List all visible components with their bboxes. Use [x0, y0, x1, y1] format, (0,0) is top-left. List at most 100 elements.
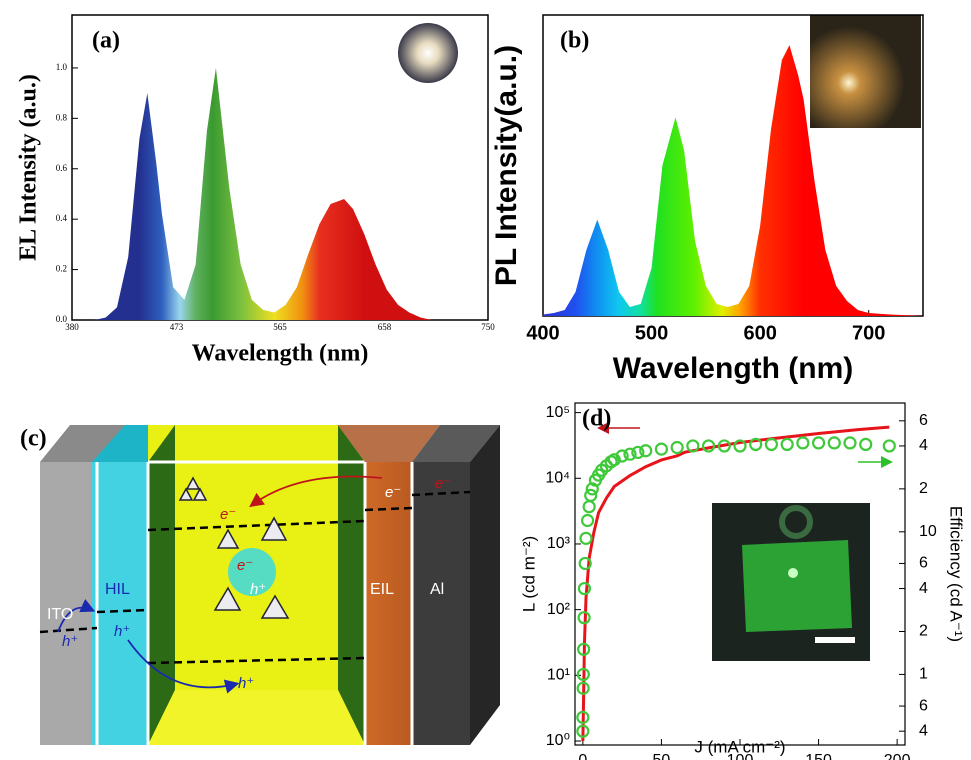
- data-point: [579, 531, 593, 545]
- data-point: [749, 437, 763, 452]
- x-axis-label: Wavelength (nm): [192, 341, 369, 367]
- data-point: [577, 581, 592, 596]
- data-point: [717, 439, 731, 453]
- x-tick-label: 100: [727, 752, 754, 760]
- data-point: [733, 439, 747, 453]
- x-tick-label: 200: [884, 752, 911, 760]
- inset-photo: [712, 503, 870, 661]
- x-tick-label: 700: [852, 322, 885, 344]
- data-point: [780, 437, 794, 452]
- y-tick-label: 0.0: [56, 314, 68, 324]
- y-tick-label: 1.0: [56, 62, 68, 72]
- data-point: [843, 436, 857, 450]
- data-point: [576, 710, 590, 724]
- carrier-labels: e⁻ e⁻ e⁻ e⁻ h⁺ h⁺ h⁺ h⁺: [62, 475, 451, 692]
- y-tick-label: 10⁰: [546, 732, 570, 749]
- data-point: [639, 444, 653, 458]
- data-point: [576, 724, 590, 738]
- emitter-right-wall: [338, 425, 365, 745]
- carrier-label: e⁻: [385, 484, 401, 501]
- y2-tick-label: 1: [919, 666, 928, 683]
- x-tick-label: 50: [653, 752, 671, 760]
- y-axis-label: EL Intensity (a.u.): [16, 74, 42, 261]
- data-point: [582, 500, 596, 514]
- y-tick-label: 10³: [547, 535, 571, 552]
- y2-tick-label: 4: [919, 580, 928, 597]
- data-point: [654, 442, 669, 456]
- inset-photo: [398, 23, 458, 83]
- carrier-label: h⁺: [250, 581, 266, 598]
- nanocrystals: [178, 476, 290, 619]
- y2-tick-label: 6: [919, 555, 928, 572]
- inset-photo: [810, 15, 921, 128]
- y-tick-label: 10²: [547, 601, 571, 618]
- layer-label: HIL: [105, 581, 130, 598]
- y-tick-label: 10¹: [547, 667, 570, 684]
- y-axis-label: PL Intensity(a.u.): [490, 45, 523, 286]
- carrier-label: h⁺: [114, 623, 130, 640]
- panel-label: (c): [20, 426, 47, 452]
- panel-label: (b): [560, 28, 589, 54]
- emitter-left-wall: [148, 425, 175, 745]
- device-diagram: ITO HIL EIL Al e⁻ e⁻ e⁻ e⁻ h⁺ h⁺ h⁺ h⁺ (…: [20, 425, 500, 745]
- x-tick-label: 500: [635, 322, 668, 344]
- data-point: [576, 681, 590, 695]
- emitter-floor: [148, 690, 365, 745]
- layer-label: EIL: [370, 581, 394, 598]
- y-axis-label: L (cd m⁻²): [519, 536, 538, 612]
- carrier-label: e⁻: [237, 557, 253, 574]
- x-tick-label: 750: [481, 322, 495, 332]
- hil-layer: [92, 462, 148, 745]
- y-tick-label: 0.4: [56, 213, 68, 223]
- data-point: [882, 439, 896, 453]
- ito-layer: [40, 462, 97, 745]
- y-tick-label: 10⁴: [545, 470, 570, 487]
- data-point: [577, 611, 591, 625]
- layer-label: ITO: [47, 606, 73, 623]
- spectrum-area: [543, 45, 923, 316]
- layer-label: Al: [430, 581, 444, 598]
- ito-top: [40, 425, 130, 462]
- data-point: [859, 437, 873, 452]
- exciton: [228, 548, 276, 596]
- data-point: [576, 667, 590, 682]
- data-point: [764, 437, 779, 452]
- data-point: [577, 642, 591, 656]
- carrier-label: e⁻: [220, 506, 236, 523]
- data-point: [686, 439, 700, 453]
- y2-tick-label: 4: [919, 722, 928, 739]
- y2-tick-label: 2: [919, 480, 928, 497]
- y-tick-label: 0.8: [56, 112, 68, 122]
- hole-path: [57, 598, 96, 633]
- chart-panel: 380 473 565 658 750 0.0 0.2 0.4 0.6 0.8 1.0 Wavelen…: [16, 14, 495, 367]
- chart-panel: 400 500 600 700 Wavelength (nm) PL Intensity(…: [490, 14, 924, 385]
- data-point: [623, 447, 637, 461]
- data-point: [580, 513, 595, 528]
- al-layer: [412, 462, 470, 745]
- x-tick-label: 658: [378, 322, 392, 332]
- data-point: [584, 488, 598, 502]
- x-tick-label: 380: [65, 322, 79, 332]
- y2-tick-label: 10: [919, 523, 937, 540]
- x-tick-label: 0: [578, 752, 587, 760]
- y-tick-label: 10⁵: [546, 404, 570, 421]
- y-tick-label: 0.6: [56, 163, 68, 173]
- y2-tick-label: 2: [919, 623, 928, 640]
- data-line: [581, 425, 890, 742]
- carrier-label: e⁻: [435, 475, 451, 492]
- al-side: [470, 425, 500, 745]
- energy-levels: [39, 490, 471, 665]
- chart-panel: 0 50 100 150 200 10⁰ 10¹ 10² 10³ 10⁴ 10⁵ 6 4 2 10 6 4 2 1 6…: [519, 402, 966, 760]
- panel-label: (a): [92, 28, 120, 54]
- data-point: [796, 436, 810, 450]
- data-point: [631, 445, 645, 460]
- x-axis-label: J (mA cm⁻²): [694, 737, 785, 756]
- eil-top: [338, 425, 440, 462]
- x-tick-label: 565: [273, 322, 287, 332]
- eil-layer: [365, 462, 412, 745]
- data-point: [578, 556, 592, 571]
- y2-axis-label: Efficiency (cd A⁻¹): [947, 506, 966, 642]
- data-point: [615, 449, 629, 463]
- x-tick-label: 600: [743, 322, 776, 344]
